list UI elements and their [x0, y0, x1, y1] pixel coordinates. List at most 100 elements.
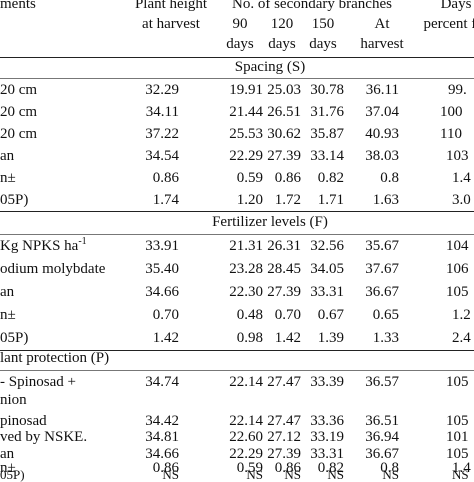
cell-90-days: 0.59 — [236, 170, 263, 186]
cell-plant-height: 34.42 — [145, 413, 179, 429]
cell-at-harvest: 0.8 — [380, 170, 399, 186]
cell-150-days: 33.39 — [310, 374, 344, 390]
cell-plant-height: 34.54 — [145, 148, 179, 164]
header-120-2: days — [268, 36, 296, 52]
cell-90-days: 21.31 — [229, 238, 263, 254]
unit-superscript: -1 — [78, 236, 87, 247]
cell-120-days: 27.47 — [267, 413, 301, 429]
cell-at-harvest: 36.67 — [365, 284, 399, 300]
cell-plant-height: 34.81 — [145, 429, 179, 445]
table-row: odium molybdate 35.40 23.28 28.45 34.05 … — [0, 258, 474, 280]
cell-120-days: 27.39 — [267, 148, 301, 164]
row-label: 05P) — [0, 330, 29, 346]
cell-90-days: 25.53 — [229, 126, 263, 142]
cell-plant-height: NS — [162, 467, 179, 482]
table-row: n± 0.86 0.59 0.86 0.82 0.8 1.4 — [0, 460, 474, 476]
section-rule — [0, 78, 474, 79]
cell-90-days: 21.44 — [229, 104, 263, 120]
header-120-1: 120 — [270, 16, 294, 32]
header-plant-height-2: at harvest — [142, 16, 200, 32]
row-label: nion — [0, 392, 27, 408]
cell-120-days: 1.42 — [274, 330, 301, 346]
cell-at-harvest: 36.67 — [365, 446, 399, 462]
cell-days-flowering: 106 — [446, 261, 469, 277]
cell-days-flowering: 100 — [440, 104, 463, 120]
header-150-1: 150 — [311, 16, 335, 32]
cell-150-days: 0.67 — [317, 307, 344, 323]
header-days-1: Days — [440, 0, 472, 12]
cell-90-days: 23.28 — [229, 261, 263, 277]
cell-90-days: 0.48 — [236, 307, 263, 323]
cell-at-harvest: 38.03 — [365, 148, 399, 164]
cell-120-days: 26.51 — [267, 104, 301, 120]
cell-90-days: 1.20 — [236, 192, 263, 208]
cell-90-days: 22.60 — [229, 429, 263, 445]
cell-120-days: 0.86 — [274, 170, 301, 186]
row-label: n± — [0, 307, 16, 323]
row-label: an — [0, 148, 15, 164]
table-row: n± 0.70 0.48 0.70 0.67 0.65 1.2 — [0, 304, 474, 326]
cell-at-harvest: 36.51 — [365, 413, 399, 429]
cell-at-harvest: 0.65 — [372, 307, 399, 323]
header-col0: ments — [0, 0, 36, 12]
cell-150-days: 33.31 — [310, 446, 344, 462]
cell-150-days: 1.39 — [317, 330, 344, 346]
table-row: an 34.66 22.29 27.39 33.31 36.67 105 — [0, 445, 474, 463]
cell-days-flowering: 105 — [446, 374, 469, 390]
cell-plant-height: 0.86 — [152, 460, 179, 476]
cell-150-days: 32.56 — [310, 238, 344, 254]
cell-plant-height: 0.70 — [152, 307, 179, 323]
cell-90-days: 22.29 — [229, 148, 263, 164]
row-label: odium molybdate — [0, 261, 106, 277]
cell-days-flowering: 3.0 — [452, 192, 471, 208]
table-row: an 34.54 22.29 27.39 33.14 38.03 103 — [0, 145, 474, 167]
cell-plant-height: 0.86 — [152, 170, 179, 186]
cell-plant-height: 1.42 — [152, 330, 179, 346]
cell-at-harvest: 1.63 — [372, 192, 399, 208]
cell-days-flowering: 101 — [446, 429, 469, 445]
cell-plant-height: 37.22 — [145, 126, 179, 142]
cell-plant-height: 32.29 — [145, 82, 179, 98]
row-label: pinosad — [0, 413, 47, 429]
cell-plant-height: 34.66 — [145, 446, 179, 462]
table-row: Kg NPKS ha-1 33.91 21.31 26.31 32.56 35.… — [0, 235, 474, 257]
cell-120-days: 27.12 — [267, 429, 301, 445]
cell-90-days: 22.14 — [229, 413, 263, 429]
cell-plant-height: 33.91 — [145, 238, 179, 254]
cell-at-harvest: 36.57 — [365, 374, 399, 390]
cell-120-days: 25.03 — [267, 82, 301, 98]
section-title-fertilizer: Fertilizer levels (F) — [212, 214, 328, 230]
cell-90-days: 22.30 — [229, 284, 263, 300]
row-label: 20 cm — [0, 104, 38, 120]
cell-at-harvest: 37.67 — [365, 261, 399, 277]
row-label: Kg NPKS ha-1 — [0, 236, 87, 255]
cell-120-days: 28.45 — [267, 261, 301, 277]
cell-150-days: 33.19 — [310, 429, 344, 445]
cell-150-days: NS — [327, 467, 344, 482]
cell-120-days: 27.47 — [267, 374, 301, 390]
cell-at-harvest: 36.11 — [365, 82, 399, 98]
table-row: 05P) 1.74 1.20 1.72 1.71 1.63 3.0 — [0, 189, 474, 211]
cell-120-days: NS — [284, 467, 301, 482]
cell-150-days: 0.82 — [317, 170, 344, 186]
row-label: n± — [0, 170, 16, 186]
section-title-spacing: Spacing (S) — [234, 59, 306, 75]
cell-days-flowering: 105 — [446, 284, 469, 300]
row-label: - Spinosad + — [0, 374, 76, 390]
cell-at-harvest: 35.67 — [365, 238, 399, 254]
header-150-2: days — [309, 36, 337, 52]
table-row: 20 cm 32.29 19.91 25.03 30.78 36.11 99. — [0, 79, 474, 101]
row-label: 20 cm — [0, 82, 38, 98]
cell-days-flowering: 105 — [446, 446, 469, 462]
cell-120-days: 0.70 — [274, 307, 301, 323]
cell-at-harvest: 1.33 — [372, 330, 399, 346]
table-row: - Spinosad + 34.74 22.14 27.47 33.39 36.… — [0, 371, 474, 393]
table-row: 05P) 1.42 0.98 1.42 1.39 1.33 2.4 — [0, 327, 474, 349]
table-row: 20 cm 34.11 21.44 26.51 31.76 37.04 100 — [0, 101, 474, 123]
row-label: 05P) — [0, 467, 25, 482]
header-90-2: days — [226, 36, 254, 52]
table-row: 20 cm 37.22 25.53 30.62 35.87 40.93 110 — [0, 123, 474, 145]
cell-at-harvest: NS — [382, 467, 399, 482]
cell-150-days: 33.36 — [310, 413, 344, 429]
cell-at-harvest: 36.94 — [365, 429, 399, 445]
